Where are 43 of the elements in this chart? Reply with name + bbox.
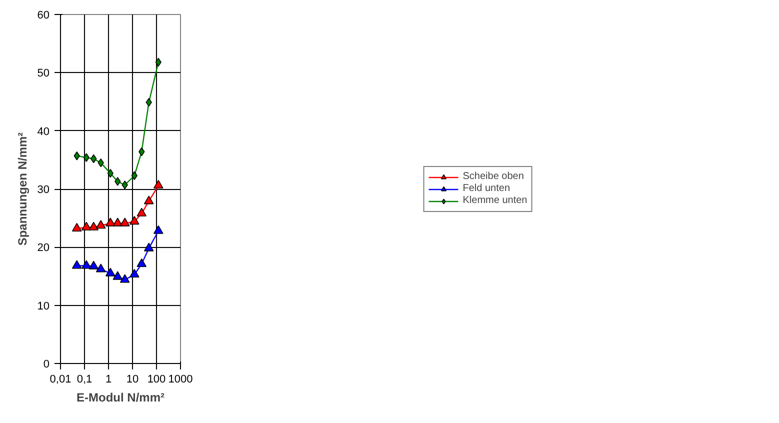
point xyxy=(83,153,90,162)
y-tick-label: 20 xyxy=(37,242,50,254)
y-tick-label: 40 xyxy=(37,126,50,138)
point xyxy=(120,218,130,226)
legend-label: Feld unten xyxy=(462,182,510,194)
x-tick-label: 10 xyxy=(126,374,139,386)
point xyxy=(144,196,154,204)
point xyxy=(72,222,82,232)
point xyxy=(106,218,116,226)
point xyxy=(82,260,92,269)
point xyxy=(112,218,123,226)
x-tick-label: 0,1 xyxy=(76,374,92,386)
y-axis-title: Spannungen N/mm² xyxy=(15,132,30,246)
y-tick-label: 30 xyxy=(37,184,50,196)
point xyxy=(112,271,123,280)
point xyxy=(154,180,164,189)
y-tick-label: 0 xyxy=(43,358,50,370)
point xyxy=(144,242,154,252)
point xyxy=(96,264,106,272)
x-axis-title: E-Modul N/mm² xyxy=(76,390,165,404)
y-tick-label: 10 xyxy=(37,300,50,312)
y-tick-label: 50 xyxy=(37,68,50,80)
point xyxy=(88,222,99,230)
point xyxy=(130,268,140,278)
x-tick-label: 100 xyxy=(147,374,166,386)
point xyxy=(130,216,140,225)
point xyxy=(136,208,147,216)
x-tick-label: 1000 xyxy=(168,374,193,386)
y-tick-label: 60 xyxy=(37,10,50,22)
x-tick-label: 0,01 xyxy=(50,374,72,386)
point xyxy=(154,225,164,234)
point xyxy=(122,180,128,190)
point xyxy=(82,222,92,230)
point xyxy=(136,258,147,268)
point xyxy=(106,268,116,276)
point xyxy=(72,260,82,269)
point xyxy=(96,220,106,229)
point xyxy=(114,177,121,186)
legend-label: Scheibe oben xyxy=(462,170,524,182)
legend-label: Klemme unten xyxy=(462,194,528,206)
point xyxy=(88,260,99,270)
x-tick-label: 1 xyxy=(105,374,112,386)
point xyxy=(120,274,130,283)
